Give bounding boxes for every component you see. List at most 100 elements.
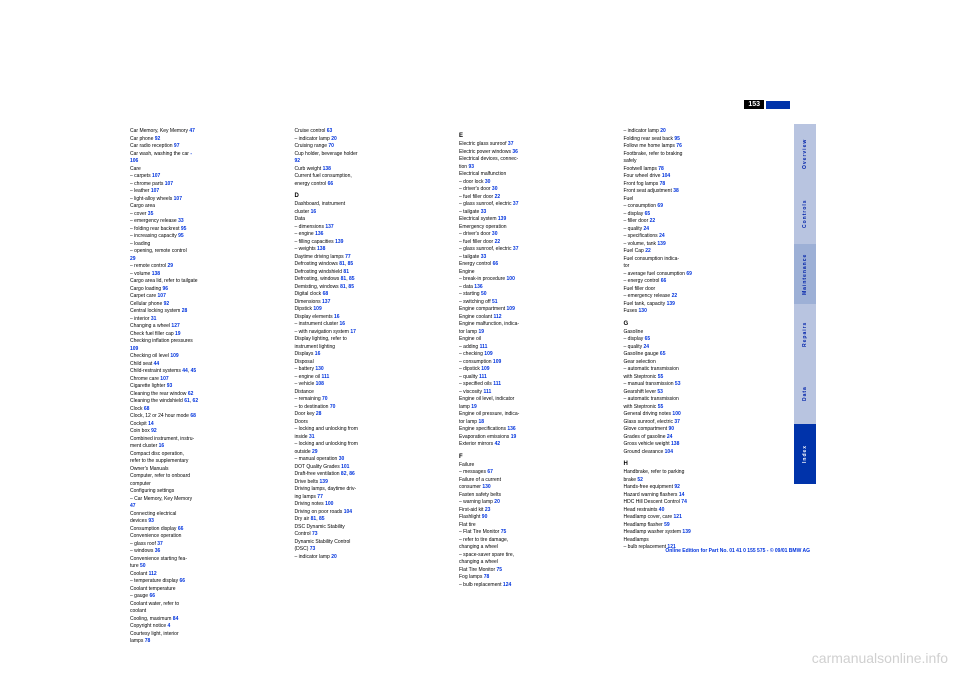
index-entry: Cellular phone 92 (130, 301, 287, 309)
index-entry: Headlamp flasher 59 (624, 522, 781, 530)
index-entry: – folding rear backrest 95 (130, 226, 287, 234)
index-entry: Electric power windows 36 (459, 149, 616, 157)
index-entry: – locking and unlocking from (295, 441, 452, 449)
index-entry: 92 (295, 158, 452, 166)
index-entry: – quality 24 (624, 226, 781, 234)
index-entry: – driver's door 30 (459, 186, 616, 194)
index-entry: Headlamp cover, care 121 (624, 514, 781, 522)
index-entry: – consumption 69 (624, 203, 781, 211)
index-entry: – switching off 51 (459, 299, 616, 307)
page-bar (766, 101, 790, 109)
index-entry: 109 (130, 346, 287, 354)
side-tab[interactable]: Maintenance (794, 244, 816, 304)
index-entry: Child seat 44 (130, 361, 287, 369)
index-entry: Door key 28 (295, 411, 452, 419)
index-entry: – warning lamp 20 (459, 499, 616, 507)
index-entry: Car phone 92 (130, 136, 287, 144)
index-entry: Connecting electrical (130, 511, 287, 519)
index-entry: Driving on poor roads 104 (295, 509, 452, 517)
index-entry: – messages 67 (459, 469, 616, 477)
index-entry: Cockpit 14 (130, 421, 287, 429)
index-entry: Dipstick 109 (295, 306, 452, 314)
index-entry: – manual operation 30 (295, 456, 452, 464)
manual-page: 153 OverviewControlsMaintenanceRepairsDa… (120, 100, 840, 560)
side-tab[interactable]: Repairs (794, 304, 816, 364)
index-entry: consumer 130 (459, 484, 616, 492)
index-entry: Failure (459, 462, 616, 470)
index-entry: Fuel Cap 22 (624, 248, 781, 256)
index-entry: Dimensions 137 (295, 299, 452, 307)
index-entry: Cargo area (130, 203, 287, 211)
index-entry: DOT Quality Grades 101 (295, 464, 452, 472)
index-entry: Chrome care 107 (130, 376, 287, 384)
index-entry: – checking 109 (459, 351, 616, 359)
index-entry: tion 93 (459, 164, 616, 172)
index-entry: – light-alloy wheels 107 (130, 196, 287, 204)
index-entry: Engine specifications 136 (459, 426, 616, 434)
index-entry: Care (130, 166, 287, 174)
index-entry: Driving lamps, daytime driv- (295, 486, 452, 494)
index-entry: ture 50 (130, 563, 287, 571)
index-entry: Engine oil (459, 336, 616, 344)
index-entry: – engine oil 111 (295, 374, 452, 382)
index-entry: Headlamps (624, 537, 781, 545)
index-entry: Display lighting, refer to (295, 336, 452, 344)
index-entry: Current fuel consumption, (295, 173, 452, 181)
index-entry: Electrical devices, connec- (459, 156, 616, 164)
index-entry: Fog lamps 78 (459, 574, 616, 582)
index-entry: Folding rear seat back 95 (624, 136, 781, 144)
index-entry: – dipstick 109 (459, 366, 616, 374)
side-tab[interactable]: Data (794, 364, 816, 424)
index-entry: Glove compartment 90 (624, 426, 781, 434)
index-entry: Disposal (295, 359, 452, 367)
index-columns: Car Memory, Key Memory 47Car phone 92Car… (130, 128, 780, 540)
index-entry: Electrical malfunction (459, 171, 616, 179)
index-entry: Digital clock 68 (295, 291, 452, 299)
index-entry: energy control 66 (295, 181, 452, 189)
index-entry: Cargo loading 96 (130, 286, 287, 294)
index-entry: coolant (130, 608, 287, 616)
index-entry: – filler door 22 (624, 218, 781, 226)
index-entry: Convenience starting fea- (130, 556, 287, 564)
index-entry: Footbrake, refer to braking (624, 151, 781, 159)
index-entry: Cooling, maximum 84 (130, 616, 287, 624)
index-entry: Car wash, washing the car - (130, 151, 287, 159)
index-entry: Flashlight 90 (459, 514, 616, 522)
index-entry: – automatic transmission (624, 396, 781, 404)
index-entry: Computer, refer to onboard (130, 473, 287, 481)
index-entry: brake 52 (624, 477, 781, 485)
index-entry: – opening, remote control (130, 248, 287, 256)
index-entry: Flat tire (459, 522, 616, 530)
index-entry: Coolant temperature (130, 586, 287, 594)
index-entry: – cover 35 (130, 211, 287, 219)
index-entry: inside 31 (295, 434, 452, 442)
index-entry: – remaining 70 (295, 396, 452, 404)
index-entry: – bulb replacement 124 (459, 582, 616, 590)
index-entry: Gross vehicle weight 138 (624, 441, 781, 449)
index-entry: HDC Hill Descent Control 74 (624, 499, 781, 507)
side-tab[interactable]: Controls (794, 184, 816, 244)
index-entry: – specifications 24 (624, 233, 781, 241)
index-entry: – indicator lamp 20 (295, 554, 452, 562)
index-entry: – chrome parts 107 (130, 181, 287, 189)
side-tab[interactable]: Index (794, 424, 816, 484)
index-entry: Changing a wheel 127 (130, 323, 287, 331)
index-entry: – quality 111 (459, 374, 616, 382)
index-entry: Engine oil pressure, indica- (459, 411, 616, 419)
index-letter: E (459, 132, 616, 141)
index-entry: Clock 68 (130, 406, 287, 414)
index-entry: First-aid kit 23 (459, 507, 616, 515)
index-entry: – vehicle 108 (295, 381, 452, 389)
index-entry: Evaporation emissions 19 (459, 434, 616, 442)
side-tab[interactable]: Overview (794, 124, 816, 184)
index-entry: Owner's Manuals (130, 466, 287, 474)
index-entry: refer to the supplementary (130, 458, 287, 466)
index-entry: – with navigation system 17 (295, 329, 452, 337)
index-entry: – fuel filler door 22 (459, 194, 616, 202)
index-entry: Data (295, 216, 452, 224)
index-entry: safely (624, 158, 781, 166)
index-entry: – indicator lamp 20 (624, 128, 781, 136)
index-entry: – automatic transmission (624, 366, 781, 374)
index-entry: Copyright notice 4 (130, 623, 287, 631)
index-entry: Configuring settings (130, 488, 287, 496)
